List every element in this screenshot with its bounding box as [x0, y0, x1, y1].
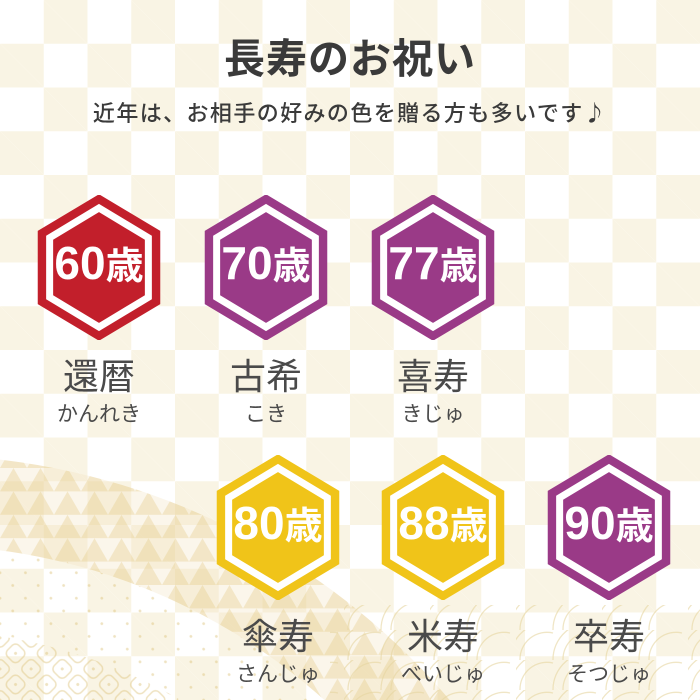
svg-text:88歳: 88歳 [398, 495, 487, 550]
svg-text:77歳: 77歳 [388, 235, 477, 290]
svg-text:90歳: 90歳 [564, 495, 653, 550]
svg-text:60歳: 60歳 [54, 235, 143, 290]
svg-text:70歳: 70歳 [221, 235, 310, 290]
svg-text:80歳: 80歳 [233, 495, 322, 550]
